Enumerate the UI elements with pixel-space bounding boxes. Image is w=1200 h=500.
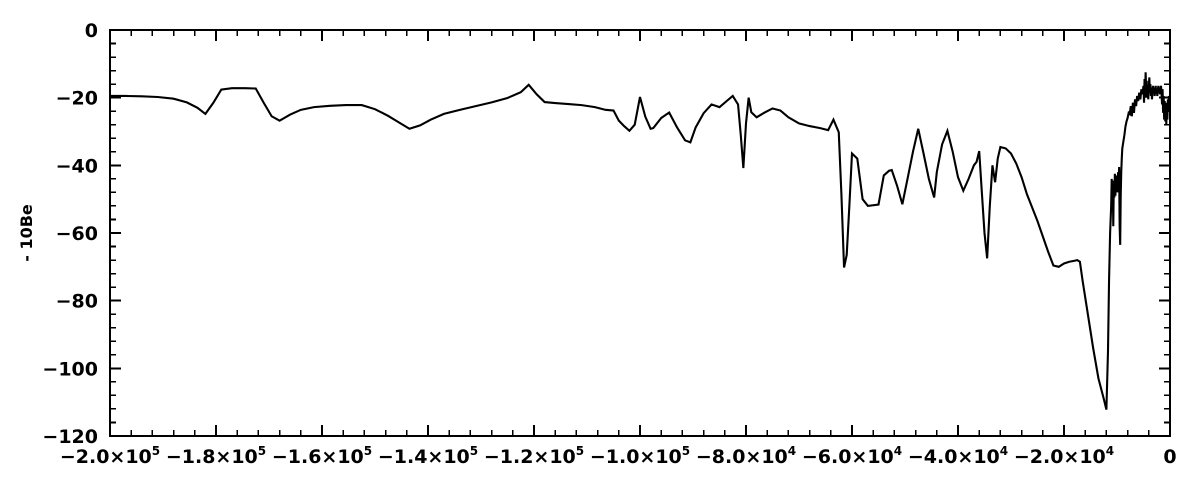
y-tick-label: 0 — [85, 20, 98, 42]
x-tick-label: −1.2×105 — [484, 444, 584, 468]
x-tick-label: −2.0×104 — [1014, 444, 1114, 468]
plot-frame — [109, 29, 1171, 437]
y-tick-label: −60 — [56, 223, 98, 245]
y-axis-label: - 10Be — [17, 204, 36, 262]
axis-frame — [109, 29, 1171, 437]
x-tick-label: −4.0×104 — [908, 444, 1008, 468]
y-tick-label: −40 — [56, 155, 98, 177]
x-tick-label: −1.4×105 — [378, 444, 478, 468]
x-tick-label: −6.0×104 — [802, 444, 902, 468]
data-line-10be — [110, 72, 1172, 410]
x-tick-label: 0 — [1163, 446, 1176, 468]
x-tick-label: −2.0×105 — [60, 444, 160, 468]
x-tick-label: −1.8×105 — [166, 444, 266, 468]
x-tick-label: −1.0×105 — [590, 444, 690, 468]
y-tick-label: −20 — [56, 88, 98, 110]
x-axis-ticks — [109, 30, 1171, 436]
x-tick-label: −8.0×104 — [696, 444, 796, 468]
y-tick-label: −120 — [42, 426, 98, 448]
x-tick-label: −1.6×105 — [272, 444, 372, 468]
y-axis-label-group: - 10Be — [17, 204, 36, 262]
y-axis-ticks — [110, 29, 1170, 437]
data-series-group — [110, 72, 1172, 410]
y-tick-label: −100 — [42, 358, 98, 380]
y-tick-label: −80 — [56, 291, 98, 313]
y-axis-tick-labels: 0 −20 −40 −60 −80 −100 −120 — [42, 20, 98, 448]
x-axis-tick-labels: −2.0×105 −1.8×105 −1.6×105 −1.4×105 −1.2×105… — [60, 444, 1177, 468]
